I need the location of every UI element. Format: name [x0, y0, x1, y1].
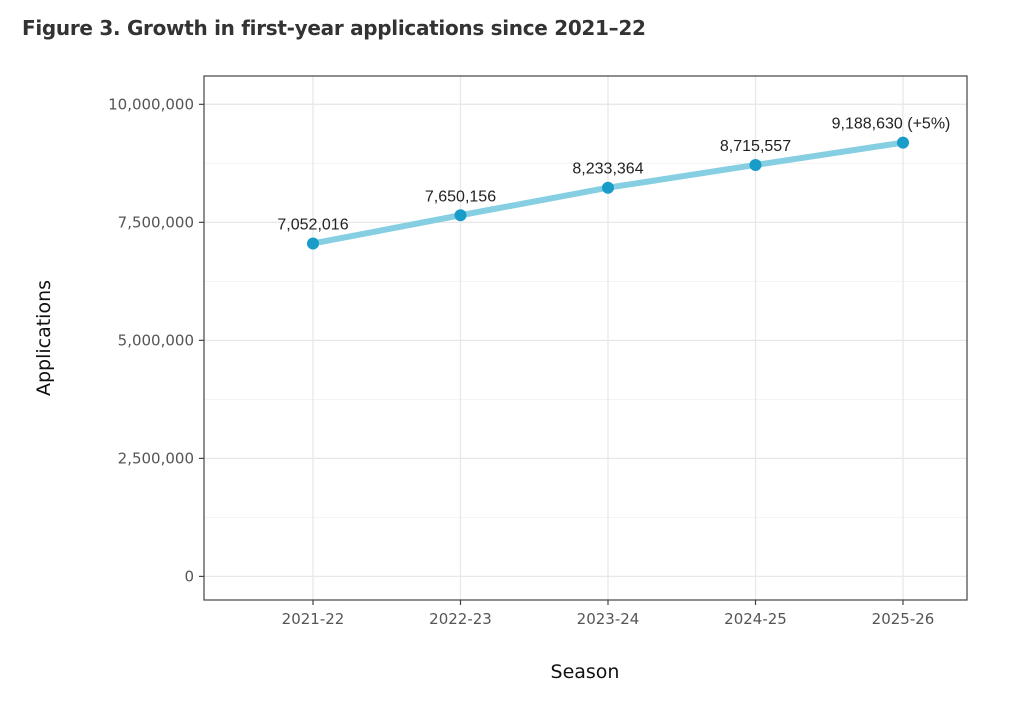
data-label: 8,233,364	[572, 161, 643, 178]
x-tick-label: 2023-24	[577, 610, 640, 628]
x-tick-label: 2025-26	[872, 610, 935, 628]
data-label: 9,188,630 (+5%)	[832, 116, 951, 133]
data-point	[749, 158, 762, 171]
x-axis-label: Season	[551, 661, 620, 683]
data-point	[454, 209, 467, 222]
data-label: 7,052,016	[277, 216, 348, 233]
x-tick-label: 2022-23	[429, 610, 492, 628]
y-tick-label: 5,000,000	[118, 331, 194, 349]
x-tick-label: 2024-25	[724, 610, 787, 628]
y-tick-label: 0	[184, 567, 194, 585]
x-tick-label: 2021-22	[282, 610, 345, 628]
y-tick-label: 7,500,000	[118, 213, 194, 231]
y-axis-label: Applications	[33, 280, 55, 396]
y-tick-label: 10,000,000	[108, 95, 194, 113]
y-tick-label: 2,500,000	[118, 449, 194, 467]
chart-title: Figure 3. Growth in first-year applicati…	[22, 16, 646, 40]
data-label: 7,650,156	[425, 188, 496, 205]
data-point	[602, 181, 614, 194]
data-label: 8,715,557	[720, 138, 791, 155]
data-point	[307, 237, 319, 250]
data-point	[897, 136, 909, 149]
plot-panel	[203, 75, 968, 601]
